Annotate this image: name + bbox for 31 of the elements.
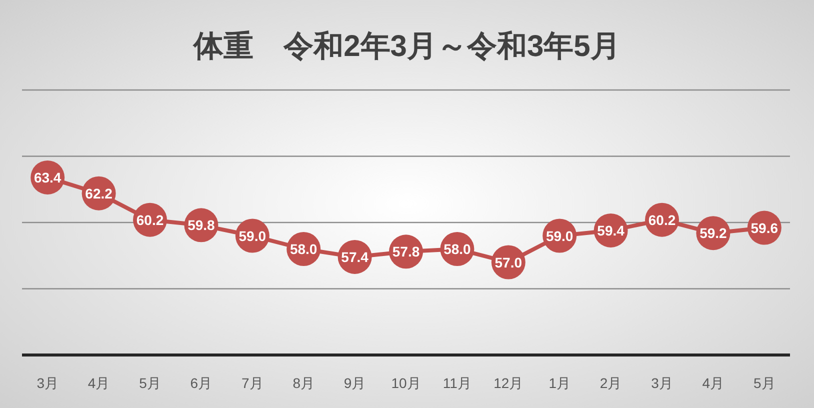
data-label: 63.4 [34, 169, 62, 186]
x-tick-label: 5月 [754, 375, 776, 391]
x-tick-label: 11月 [442, 375, 472, 391]
x-tick-label: 8月 [292, 375, 314, 391]
data-label: 58.0 [444, 241, 472, 257]
data-label: 62.2 [85, 185, 113, 202]
x-tick-label: 2月 [600, 375, 622, 391]
data-label: 59.0 [546, 228, 574, 244]
data-label: 59.0 [238, 228, 266, 244]
x-tick-label: 7月 [242, 375, 264, 391]
x-tick-label: 5月 [139, 375, 161, 391]
data-label: 60.2 [648, 212, 676, 228]
data-label: 57.0 [494, 254, 522, 270]
x-tick-label: 3月 [36, 375, 58, 391]
data-label: 59.6 [750, 220, 778, 236]
data-label: 57.4 [341, 248, 369, 265]
data-label: 59.8 [188, 217, 216, 234]
data-label: 58.0 [290, 241, 318, 257]
chart-title: 体重 令和2年3月～令和3年5月 [192, 30, 620, 63]
data-label: 59.2 [700, 225, 728, 242]
data-label: 59.4 [597, 222, 625, 238]
x-tick-label: 4月 [702, 375, 724, 391]
x-tick-label: 12月 [494, 375, 524, 391]
x-tick-label: 4月 [88, 375, 110, 391]
data-label: 57.8 [392, 244, 420, 260]
x-tick-label: 9月 [344, 375, 366, 391]
data-label: 60.2 [136, 212, 164, 228]
x-tick-label: 3月 [651, 375, 673, 391]
x-tick-label: 10月 [391, 375, 421, 391]
x-tick-label: 1月 [548, 375, 570, 391]
x-tick-label: 6月 [190, 375, 212, 391]
